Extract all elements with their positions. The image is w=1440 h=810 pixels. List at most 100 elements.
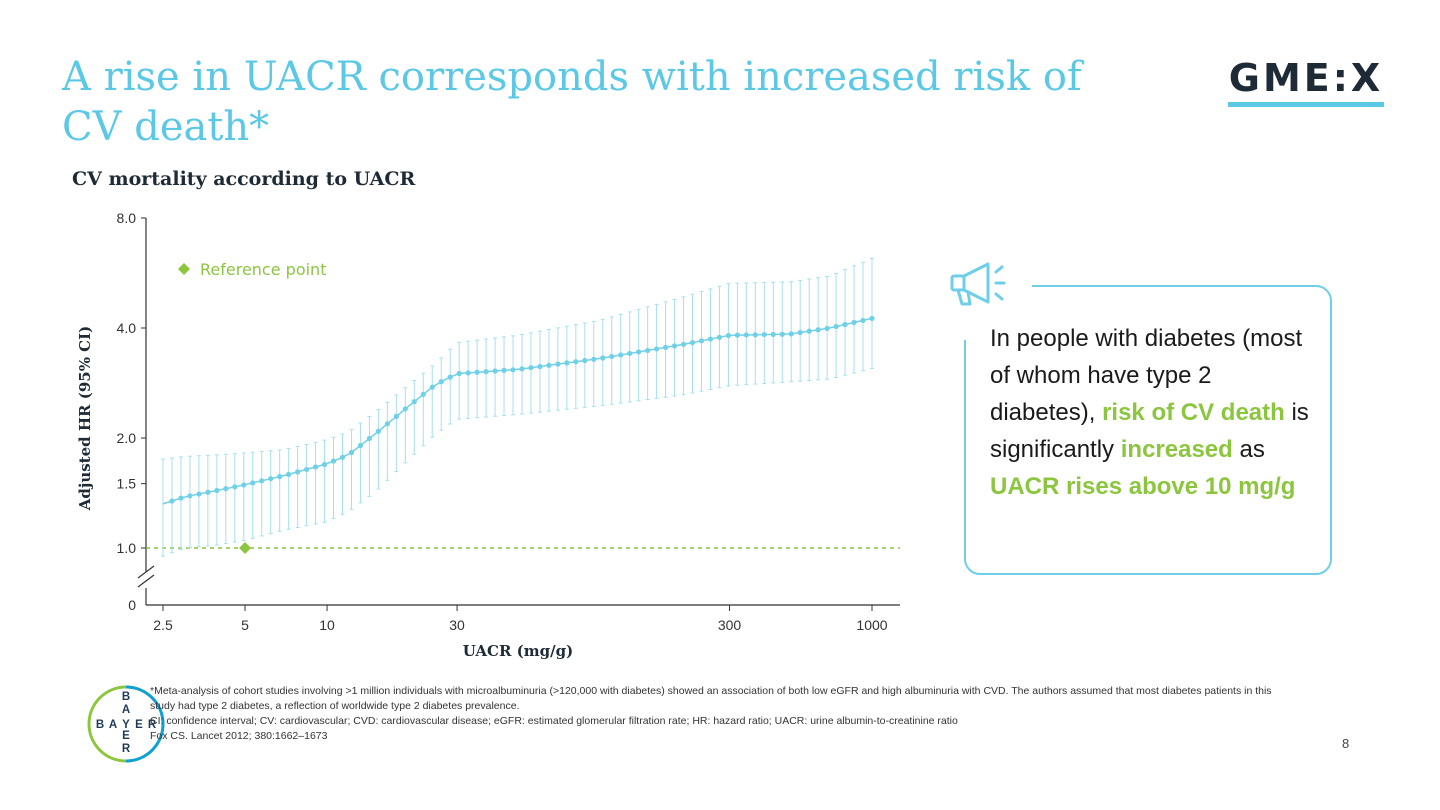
callout-text-2: is significantly bbox=[990, 399, 1309, 463]
x-axis-label: UACR (mg/g) bbox=[463, 642, 573, 660]
hr-point bbox=[187, 493, 193, 499]
hr-point bbox=[447, 374, 453, 380]
hr-point bbox=[259, 478, 265, 484]
hr-point bbox=[671, 343, 678, 349]
hr-point bbox=[169, 498, 175, 504]
hr-point bbox=[528, 365, 534, 371]
hr-point bbox=[797, 329, 803, 336]
hr-point bbox=[546, 362, 552, 368]
hr-point bbox=[196, 491, 202, 497]
hr-point bbox=[312, 464, 319, 470]
hr-point bbox=[205, 489, 211, 495]
hr-point bbox=[662, 344, 669, 351]
legend-reference-label: Reference point bbox=[200, 260, 326, 279]
callout-highlight-increased: increased bbox=[1120, 436, 1233, 463]
hr-point bbox=[483, 369, 489, 375]
footnote-abbreviations: CI: confidence interval; CV: cardiovascu… bbox=[150, 715, 958, 727]
hr-point bbox=[411, 399, 417, 405]
hr-point bbox=[178, 495, 184, 501]
bayer-letter: A bbox=[122, 704, 130, 716]
hr-point bbox=[582, 357, 588, 364]
hr-point bbox=[303, 466, 310, 473]
hr-point bbox=[286, 471, 292, 477]
callout-text-1: In people with diabetes (most of whom ha… bbox=[990, 325, 1303, 426]
hr-point bbox=[393, 413, 399, 419]
hr-point bbox=[761, 331, 767, 338]
x-tick-label: 1000 bbox=[856, 617, 887, 633]
hr-point bbox=[250, 480, 256, 486]
bayer-letter: R bbox=[122, 743, 131, 755]
slide-title: A rise in UACR corresponds with increase… bbox=[62, 54, 1082, 150]
x-tick-label: 30 bbox=[449, 617, 465, 633]
hr-point bbox=[851, 319, 857, 326]
bayer-letter: B bbox=[96, 719, 104, 731]
hr-point bbox=[429, 384, 435, 390]
hr-point bbox=[357, 442, 364, 449]
hr-point bbox=[591, 356, 597, 362]
y-axis-label: Adjusted HR (95% CI) bbox=[76, 326, 94, 511]
callout-box bbox=[964, 285, 1332, 575]
bayer-letter: E bbox=[122, 730, 130, 742]
hr-point bbox=[232, 484, 238, 490]
hr-point bbox=[725, 332, 732, 339]
hr-point bbox=[501, 367, 507, 374]
bayer-letter: E bbox=[135, 719, 143, 731]
hr-point bbox=[510, 367, 516, 373]
hr-point bbox=[627, 350, 633, 357]
hr-point bbox=[600, 355, 606, 361]
hr-point bbox=[268, 476, 274, 482]
x-tick-label: 300 bbox=[718, 617, 742, 633]
callout-highlight-uacr: UACR rises above 10 mg/g bbox=[990, 473, 1296, 500]
hr-point bbox=[564, 360, 570, 366]
hr-point bbox=[456, 370, 462, 377]
hr-point bbox=[869, 315, 875, 321]
hr-point bbox=[645, 347, 651, 354]
callout-highlight-risk: risk of CV death bbox=[1102, 399, 1285, 426]
reference-point-marker bbox=[239, 542, 252, 554]
hr-point bbox=[779, 331, 785, 337]
y-tick-label: 2.0 bbox=[117, 430, 137, 446]
page-number: 8 bbox=[1342, 736, 1350, 751]
bayer-letter: R bbox=[148, 719, 157, 731]
hr-point bbox=[277, 474, 283, 480]
hr-point bbox=[752, 332, 758, 338]
x-tick-label: 10 bbox=[319, 617, 335, 633]
gmex-logo: GME:X bbox=[1228, 56, 1384, 107]
footnote-reference: Fox CS. Lancet 2012; 380:1662–1673 bbox=[150, 730, 328, 742]
legend-diamond-icon bbox=[178, 263, 190, 275]
hr-point bbox=[815, 327, 821, 333]
hr-point bbox=[770, 331, 776, 338]
x-tick-label: 2.5 bbox=[153, 617, 173, 633]
bayer-letter: B bbox=[122, 691, 130, 703]
hr-point bbox=[366, 435, 373, 442]
hr-point bbox=[348, 449, 355, 456]
hr-point bbox=[689, 339, 696, 346]
hr-point bbox=[716, 334, 723, 340]
x-tick-label: 5 bbox=[241, 617, 249, 633]
hr-point bbox=[537, 363, 543, 370]
hr-point bbox=[680, 341, 687, 347]
hr-point bbox=[573, 359, 579, 365]
hr-point bbox=[734, 332, 740, 338]
hr-point bbox=[824, 325, 830, 332]
y-tick-label: 1.5 bbox=[117, 476, 137, 492]
footnote-study: *Meta-analysis of cohort studies involvi… bbox=[150, 685, 1272, 712]
footnotes: *Meta-analysis of cohort studies involvi… bbox=[150, 684, 1290, 744]
hr-line bbox=[162, 317, 873, 505]
megaphone-icon bbox=[950, 262, 1006, 306]
hr-point bbox=[330, 458, 337, 464]
hr-point bbox=[295, 469, 301, 475]
bayer-letter: Y bbox=[122, 719, 130, 731]
hr-point bbox=[618, 352, 624, 358]
callout-text-3: as bbox=[1232, 436, 1265, 463]
hr-point bbox=[519, 366, 525, 372]
bayer-letter: A bbox=[109, 719, 117, 731]
gmex-logo-text: GME:X bbox=[1228, 56, 1384, 100]
hr-point bbox=[555, 361, 561, 367]
hr-point bbox=[321, 461, 328, 468]
hr-point bbox=[707, 336, 714, 342]
hr-point bbox=[788, 331, 794, 337]
hr-point bbox=[339, 454, 346, 460]
hr-point bbox=[609, 353, 615, 360]
